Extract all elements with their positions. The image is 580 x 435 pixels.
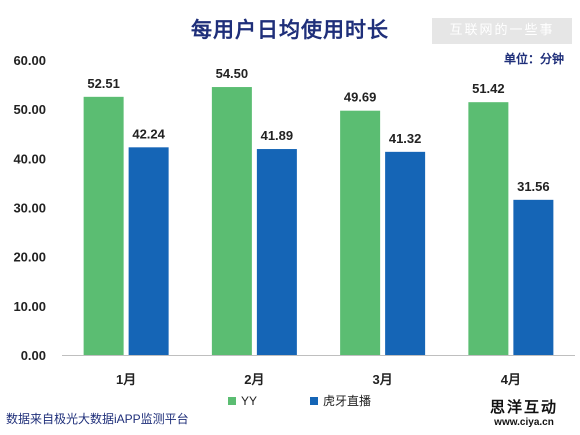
brand-logo: 思洋互动 www.ciya.cn: [470, 396, 578, 428]
legend-label: 虎牙直播: [323, 394, 371, 408]
y-tick-label: 10.00: [13, 299, 46, 314]
unit-label: 单位：分钟: [503, 52, 564, 66]
data-label: 54.50: [216, 66, 249, 81]
x-tick-label: 2月: [244, 372, 264, 387]
data-label: 51.42: [472, 81, 505, 96]
x-tick-label: 1月: [116, 372, 136, 387]
source-note: 数据来自极光大数据iAPP监测平台: [6, 412, 189, 426]
y-tick-label: 60.00: [13, 53, 46, 68]
legend-label: YY: [241, 394, 257, 408]
bar-yy: [340, 110, 381, 356]
bar-huya: [513, 199, 554, 355]
watermark-badge: 互联网的一些事: [432, 18, 572, 44]
bar-yy: [83, 96, 124, 355]
bar-huya: [385, 151, 426, 355]
bar-yy: [468, 102, 509, 355]
y-tick-label: 0.00: [21, 348, 46, 363]
x-tick-label: 3月: [373, 372, 393, 387]
y-tick-label: 50.00: [13, 102, 46, 117]
y-tick-label: 20.00: [13, 250, 46, 265]
data-label: 52.51: [87, 76, 120, 91]
x-tick-label: 4月: [501, 372, 521, 387]
data-label: 41.89: [261, 128, 294, 143]
legend-swatch: [310, 397, 318, 405]
bar-huya: [128, 147, 169, 355]
data-label: 49.69: [344, 90, 377, 105]
brand-name: 思洋互动: [489, 398, 558, 416]
data-label: 42.24: [132, 126, 165, 141]
legend-swatch: [228, 397, 236, 405]
bar-yy: [211, 87, 252, 356]
brand-url: www.ciya.cn: [494, 417, 554, 428]
bar-huya: [256, 149, 297, 355]
data-label: 31.56: [517, 179, 550, 194]
y-tick-label: 30.00: [13, 201, 46, 216]
data-label: 41.32: [389, 131, 422, 146]
chart-title: 每用户日均使用时长: [191, 19, 389, 42]
y-tick-label: 40.00: [13, 151, 46, 166]
